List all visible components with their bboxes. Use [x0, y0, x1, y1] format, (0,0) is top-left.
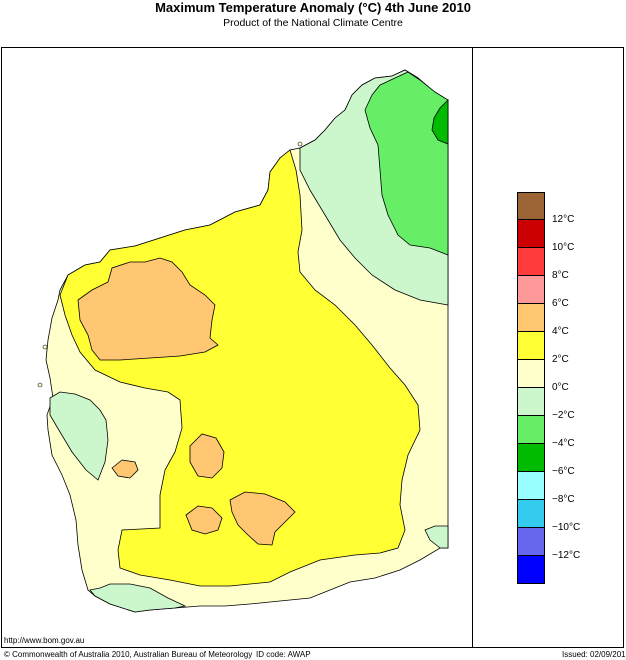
region-anomaly-4-6-north	[77, 257, 219, 361]
legend-label: 10°C	[552, 242, 575, 253]
legend-label: −4°C	[552, 438, 575, 449]
region-anomaly-minus6-minus4	[431, 99, 449, 145]
legend-label: 2°C	[552, 354, 569, 365]
legend-swatch	[517, 360, 545, 388]
region-anomaly-minus2-0-south-coast	[89, 583, 187, 613]
map-title: Maximum Temperature Anomaly (°C) 4th Jun…	[155, 0, 471, 15]
legend-swatch	[517, 276, 545, 304]
legend-label: 4°C	[552, 326, 569, 337]
legend-label: −6°C	[552, 466, 575, 477]
legend-label: 0°C	[552, 382, 569, 393]
legend-label: 8°C	[552, 270, 569, 281]
legend-label: −2°C	[552, 410, 575, 421]
legend-swatch	[517, 192, 545, 220]
coastal-island	[42, 344, 48, 350]
legend-label: −12°C	[552, 550, 581, 561]
legend-swatch	[517, 304, 545, 332]
legend-label: −8°C	[552, 494, 575, 505]
legend-swatch	[517, 332, 545, 360]
region-anomaly-2-4	[59, 149, 421, 587]
id-code: ID code: AWAP	[256, 650, 311, 659]
region-anomaly-4-6-south-blob-1	[185, 505, 223, 535]
legend-swatch	[517, 556, 545, 584]
region-anomaly-4-6-south-east-blob	[189, 433, 225, 479]
map-subtitle: Product of the National Climate Centre	[223, 17, 403, 29]
legend-label: −10°C	[552, 522, 581, 533]
legend-swatch	[517, 528, 545, 556]
color-legend	[517, 192, 545, 584]
issued-date: Issued: 02/09/2010	[562, 650, 626, 659]
legend-swatch	[517, 444, 545, 472]
region-anomaly-minus2-0-south-east	[424, 525, 449, 549]
legend-label: 6°C	[552, 298, 569, 309]
copyright-text: © Commonwealth of Australia 2010, Austra…	[4, 650, 253, 659]
region-anomaly-4-6-south-blob-2	[229, 491, 296, 546]
temperature-anomaly-map	[37, 69, 449, 613]
source-url: http://www.bom.gov.au	[4, 636, 85, 645]
legend-swatch	[517, 220, 545, 248]
legend-swatch	[517, 248, 545, 276]
coastal-island	[297, 141, 303, 147]
legend-swatch	[517, 388, 545, 416]
region-anomaly-minus4-minus2	[364, 71, 449, 256]
legend-divider	[472, 47, 473, 648]
legend-swatch	[517, 472, 545, 500]
map-frame	[1, 47, 624, 648]
region-anomaly-4-6-small-west-blob	[111, 459, 139, 479]
coastal-island	[37, 382, 43, 388]
legend-swatch	[517, 416, 545, 444]
legend-label: 12°C	[552, 214, 575, 225]
region-anomaly-minus2-0-west-coast	[49, 391, 109, 481]
legend-swatch	[517, 500, 545, 528]
